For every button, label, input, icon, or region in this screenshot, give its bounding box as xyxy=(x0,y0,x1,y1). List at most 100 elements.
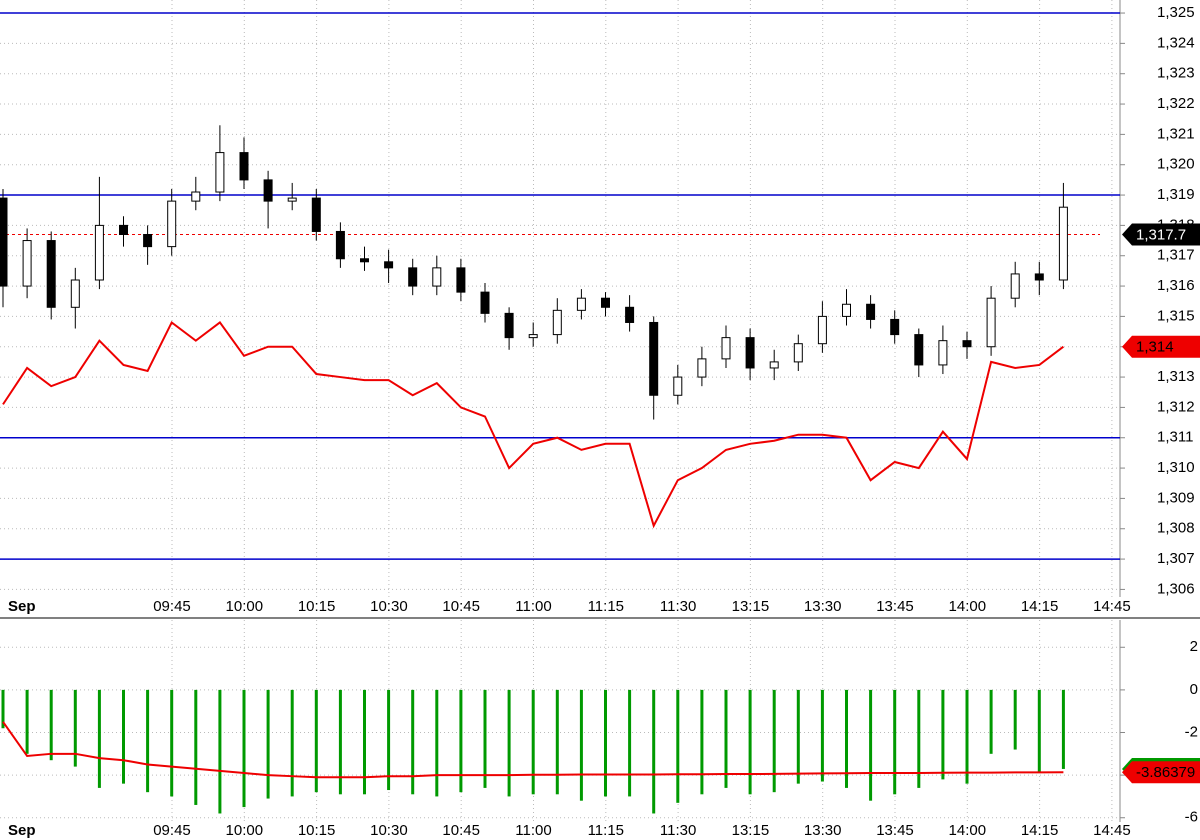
x-tick-label: 14:45 xyxy=(1093,822,1131,839)
x-tick-label: 10:45 xyxy=(442,598,480,615)
x-tick-label: 10:15 xyxy=(298,598,336,615)
candle-body xyxy=(552,309,562,336)
price-marker-label: 1,314 xyxy=(1136,339,1174,356)
histogram-bar xyxy=(363,689,366,795)
histogram-bar xyxy=(25,689,29,754)
candle-body xyxy=(866,303,876,320)
candle-body xyxy=(287,197,297,202)
histogram-bar xyxy=(796,689,800,784)
candle-body xyxy=(456,267,466,293)
y-tick-label: 1,316 xyxy=(1157,277,1195,294)
histogram-bar xyxy=(435,689,439,797)
histogram-bar xyxy=(628,689,632,797)
candle-body xyxy=(335,230,345,260)
candle-body xyxy=(94,224,104,281)
candle-body xyxy=(817,315,827,345)
indicator-line xyxy=(2,721,1064,779)
x-tick-label: 10:30 xyxy=(370,822,408,839)
histogram-bar xyxy=(170,689,174,797)
candle-body xyxy=(1034,273,1044,281)
candle-body xyxy=(119,224,128,235)
histogram-bar xyxy=(531,689,535,795)
candle-body xyxy=(0,197,8,287)
y-tick-label: 1,322 xyxy=(1157,95,1195,112)
x-tick-label: 13:45 xyxy=(876,598,914,615)
candle-body xyxy=(890,318,900,336)
histogram-bar xyxy=(73,689,77,767)
histogram-bar xyxy=(122,689,125,784)
histogram-bar xyxy=(676,689,680,803)
x-tick-label: 09:45 xyxy=(153,822,191,839)
x-tick-label: 11:30 xyxy=(660,598,696,615)
histogram-bar xyxy=(845,689,848,788)
histogram-bar xyxy=(1,689,5,729)
candle-body xyxy=(625,306,635,323)
histogram-bar xyxy=(941,689,945,780)
candle-body xyxy=(1058,206,1068,281)
candle-body xyxy=(938,340,948,366)
y-tick-label: 1,310 xyxy=(1157,459,1195,476)
histogram-bar xyxy=(314,689,318,793)
y-tick-label: 1,306 xyxy=(1157,580,1195,597)
candle-body xyxy=(263,179,273,202)
y-tick-label: 1,323 xyxy=(1157,65,1195,82)
candle-body xyxy=(432,267,442,287)
y-tick-label: 2 xyxy=(1190,638,1198,655)
x-tick-label: 14:45 xyxy=(1093,598,1131,615)
x-tick-label: 10:00 xyxy=(226,822,264,839)
candle-body xyxy=(601,297,610,308)
histogram-bar xyxy=(266,689,270,799)
y-tick-label: 1,317 xyxy=(1157,247,1195,264)
histogram-bar xyxy=(194,689,198,805)
line-last-badge xyxy=(1122,761,1200,784)
candle-body xyxy=(384,261,394,269)
candle-body xyxy=(311,197,321,232)
y-tick-label: 1,324 xyxy=(1157,34,1195,51)
candle-body xyxy=(528,334,538,339)
y-tick-label: 0 xyxy=(1190,681,1198,698)
y-tick-label: 1,325 xyxy=(1157,4,1195,21)
candle-body xyxy=(167,200,177,248)
histogram-bar xyxy=(700,689,704,795)
y-tick-label: 1,313 xyxy=(1157,368,1195,385)
candle-body xyxy=(1010,273,1020,299)
x-tick-label: 13:45 xyxy=(876,822,914,839)
y-tick-label: -6 xyxy=(1185,809,1198,826)
price-marker-badge xyxy=(1122,335,1200,358)
candle-body xyxy=(22,240,32,287)
candle-body xyxy=(745,337,755,369)
candle-body xyxy=(215,152,225,193)
candle-body xyxy=(239,152,249,181)
histogram-bar xyxy=(893,689,897,795)
y-tick-label: 1,321 xyxy=(1157,125,1195,142)
histogram-bar xyxy=(218,689,222,814)
candle-body xyxy=(673,376,683,396)
histogram-bar xyxy=(411,689,415,795)
candle-body xyxy=(360,258,369,263)
y-tick-label: -2 xyxy=(1185,723,1198,740)
histogram-bar xyxy=(387,689,391,791)
histogram-bar xyxy=(97,689,101,788)
histogram-bar xyxy=(772,689,776,793)
candle-body xyxy=(914,334,924,366)
x-tick-label: 09:45 xyxy=(153,598,191,615)
line-last-label: -3.86379 xyxy=(1136,764,1195,781)
y-tick-label: 1,308 xyxy=(1157,520,1195,537)
candle-body xyxy=(46,240,56,308)
x-tick-label: 14:00 xyxy=(949,598,987,615)
histogram-bar xyxy=(820,689,824,782)
histogram-bar xyxy=(1037,689,1041,773)
price-marker-label: 1,317.7 xyxy=(1136,226,1186,243)
histogram-bar xyxy=(507,689,511,797)
x-tick-label: 10:15 xyxy=(298,822,336,839)
histogram-bar xyxy=(483,689,487,788)
candle-body xyxy=(191,191,201,202)
x-tick-label: 13:30 xyxy=(804,822,842,839)
candle-body xyxy=(504,312,514,339)
x-tick-label: 10:45 xyxy=(442,822,480,839)
histogram-bar xyxy=(555,689,559,795)
histogram-bar xyxy=(724,689,728,788)
x-tick-label: Sep xyxy=(8,822,36,839)
